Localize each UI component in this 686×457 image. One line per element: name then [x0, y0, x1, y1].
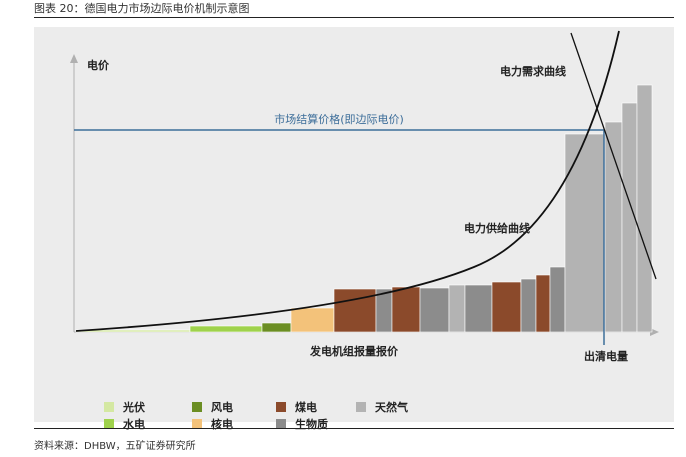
legend-label-solar: 光伏 — [123, 401, 145, 414]
supply-block-biomass — [549, 266, 566, 333]
legend-swatch-solar — [104, 402, 114, 412]
supply-block-coal — [491, 281, 522, 333]
y-axis-label: 电价 — [87, 58, 110, 72]
legend-item-coal: 煤电 — [276, 399, 317, 415]
supply-stack — [75, 84, 653, 333]
legend-label-hydro: 水电 — [123, 418, 145, 431]
clearing-price-label: 市场结算价格(即边际电价) — [274, 112, 404, 126]
supply-curve — [75, 30, 620, 332]
legend-label-biomass: 生物质 — [295, 418, 328, 431]
legend-swatch-coal — [276, 402, 286, 412]
supply-block-wind — [261, 322, 292, 333]
legend-item-solar: 光伏 — [104, 399, 145, 415]
legend-label-wind: 风电 — [211, 401, 233, 414]
legend-item-wind: 风电 — [192, 399, 233, 415]
supply-block-gas — [604, 121, 623, 333]
demand-curve — [570, 32, 657, 280]
source-note: 资料来源：DHBW，五矿证券研究所 — [34, 441, 196, 452]
supply-block-biomass — [464, 284, 493, 333]
supply-block-hydro — [189, 325, 263, 333]
merit-order-diagram: 电价 市场结算价格(即边际电价) 电力需求曲线 电力供给曲线 发电机组报量报价 … — [70, 30, 659, 363]
legend-label-coal: 煤电 — [295, 401, 317, 414]
supply-block-gas — [564, 133, 606, 333]
supply-block-coal — [535, 274, 551, 333]
supply-block-biomass — [520, 278, 537, 333]
legend-swatch-biomass — [276, 419, 286, 429]
diagram-panel: 电价 市场结算价格(即边际电价) 电力需求曲线 电力供给曲线 发电机组报量报价 … — [34, 27, 674, 431]
supply-block-coal — [333, 288, 377, 333]
legend: 光伏 水电 风电 核电 煤电 生物质 天然气 — [104, 399, 464, 435]
bottom-divider — [34, 428, 674, 429]
legend-item-nuclear: 核电 — [192, 416, 233, 432]
legend-item-biomass: 生物质 — [276, 416, 328, 432]
legend-swatch-nuclear — [192, 419, 202, 429]
legend-swatch-gas — [356, 402, 366, 412]
supply-block-biomass — [419, 287, 450, 333]
legend-swatch-wind — [192, 402, 202, 412]
legend-label-gas: 天然气 — [375, 401, 408, 414]
legend-item-gas: 天然气 — [356, 399, 408, 415]
x-axis-label: 发电机组报量报价 — [309, 344, 399, 358]
supply-curve-label: 电力供给曲线 — [464, 221, 530, 235]
top-divider — [34, 17, 674, 18]
supply-block-coal — [391, 286, 421, 333]
supply-block-gas — [448, 284, 466, 333]
y-axis-arrow — [70, 54, 78, 63]
demand-curve-label: 电力需求曲线 — [500, 64, 566, 78]
clearing-quantity-label: 出清电量 — [584, 349, 628, 363]
supply-block-nuclear — [290, 307, 335, 333]
legend-item-hydro: 水电 — [104, 416, 145, 432]
figure-title: 图表 20：德国电力市场边际电价机制示意图 — [34, 2, 250, 15]
legend-label-nuclear: 核电 — [211, 418, 233, 431]
legend-swatch-hydro — [104, 419, 114, 429]
supply-block-gas — [636, 84, 653, 333]
